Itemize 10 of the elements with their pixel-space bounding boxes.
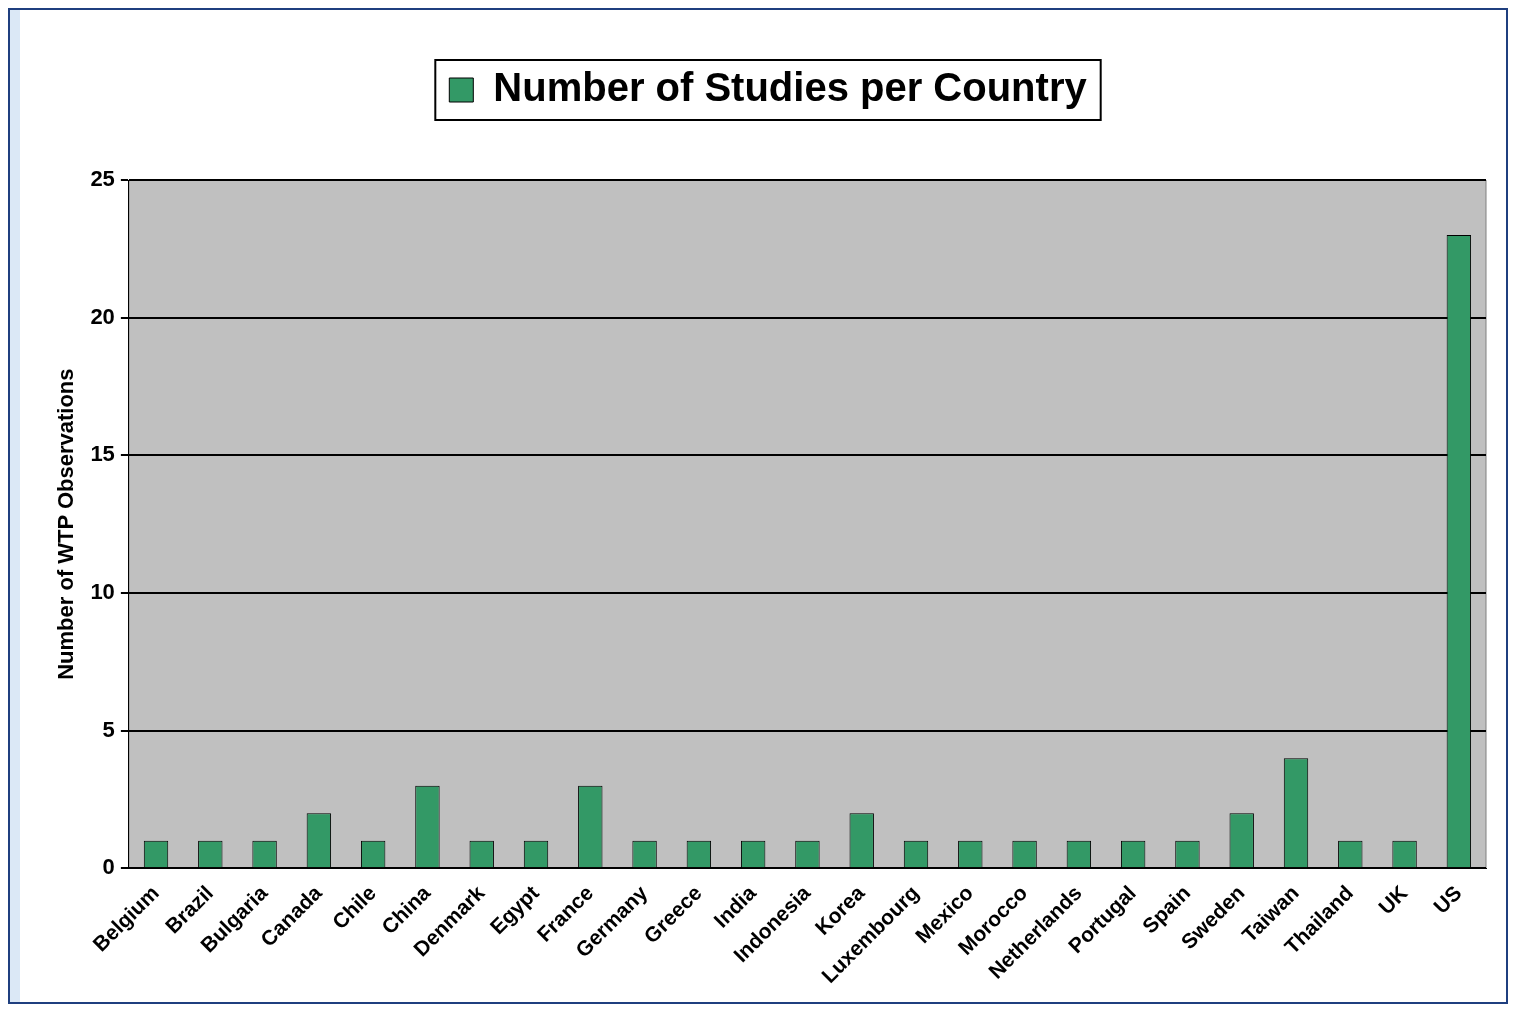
legend-label: Number of Studies per Country	[493, 65, 1088, 110]
y-tick-label: 20	[90, 303, 115, 329]
y-tick-label: 25	[90, 166, 115, 192]
x-tick-label: UK	[1373, 880, 1412, 919]
y-tick-label: 10	[90, 579, 115, 605]
y-tick-label: 15	[90, 441, 115, 467]
y-tick-label: 5	[102, 716, 115, 742]
y-tick-label: 0	[102, 854, 115, 880]
x-tick-label: US	[1428, 880, 1466, 918]
y-axis-title: Number of WTP Observations	[53, 368, 79, 680]
